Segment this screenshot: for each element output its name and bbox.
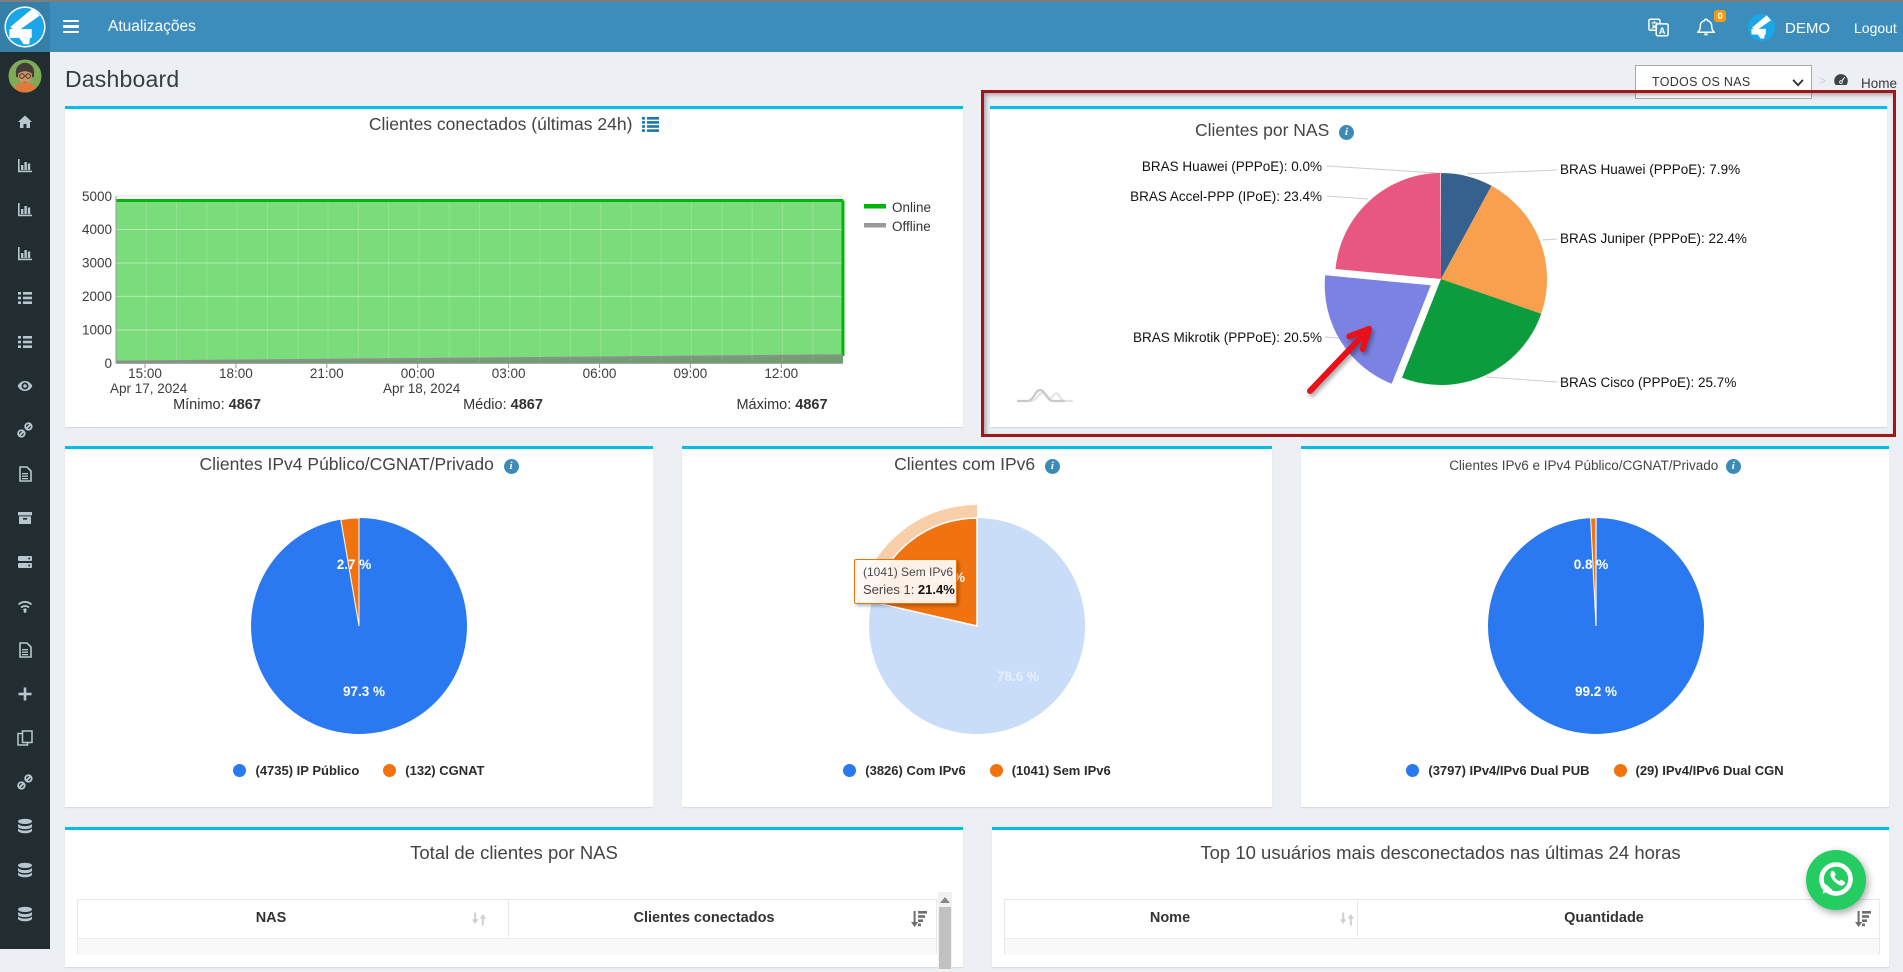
- svg-text:5000: 5000: [82, 189, 112, 204]
- svg-text:15:00: 15:00: [128, 366, 162, 381]
- svg-text:0.8 %: 0.8 %: [1574, 557, 1609, 572]
- svg-text:BRAS Huawei (PPPoE): 7.9%: BRAS Huawei (PPPoE): 7.9%: [1560, 162, 1740, 177]
- svg-text:99.2 %: 99.2 %: [1575, 684, 1617, 699]
- svg-text:Apr 17, 2024: Apr 17, 2024: [110, 381, 188, 396]
- svg-text:Offline: Offline: [892, 219, 931, 234]
- svg-text:BRAS Juniper (PPPoE): 22.4%: BRAS Juniper (PPPoE): 22.4%: [1560, 231, 1747, 246]
- svg-text:09:00: 09:00: [674, 366, 708, 381]
- svg-text:BRAS Mikrotik (PPPoE): 20.5%: BRAS Mikrotik (PPPoE): 20.5%: [1133, 330, 1322, 345]
- svg-text:Médio: 4867: Médio: 4867: [463, 397, 543, 413]
- svg-text:2.7 %: 2.7 %: [337, 557, 372, 572]
- svg-text:Mínimo: 4867: Mínimo: 4867: [173, 397, 261, 413]
- svg-text:Máximo: 4867: Máximo: 4867: [736, 397, 827, 413]
- svg-text:1000: 1000: [82, 323, 112, 338]
- svg-text:A: A: [1659, 26, 1666, 36]
- svg-text:3000: 3000: [82, 256, 112, 271]
- svg-text:0: 0: [104, 356, 112, 371]
- svg-text:00:00: 00:00: [401, 366, 435, 381]
- svg-text:4000: 4000: [82, 222, 112, 237]
- svg-text:BRAS Huawei (PPPoE): 0.0%: BRAS Huawei (PPPoE): 0.0%: [1142, 159, 1322, 174]
- svg-text:BRAS Accel-PPP (IPoE): 23.4%: BRAS Accel-PPP (IPoE): 23.4%: [1130, 189, 1322, 204]
- svg-text:Online: Online: [892, 200, 931, 215]
- svg-text:BRAS Cisco (PPPoE): 25.7%: BRAS Cisco (PPPoE): 25.7%: [1560, 375, 1736, 390]
- svg-text:97.3 %: 97.3 %: [343, 684, 385, 699]
- svg-text:12:00: 12:00: [764, 366, 798, 381]
- svg-text:2000: 2000: [82, 289, 112, 304]
- svg-text:18:00: 18:00: [219, 366, 253, 381]
- svg-text:03:00: 03:00: [492, 366, 526, 381]
- svg-text:06:00: 06:00: [583, 366, 617, 381]
- svg-text:Apr 18, 2024: Apr 18, 2024: [383, 381, 461, 396]
- svg-text:78.6 %: 78.6 %: [997, 669, 1039, 684]
- svg-text:21:00: 21:00: [310, 366, 344, 381]
